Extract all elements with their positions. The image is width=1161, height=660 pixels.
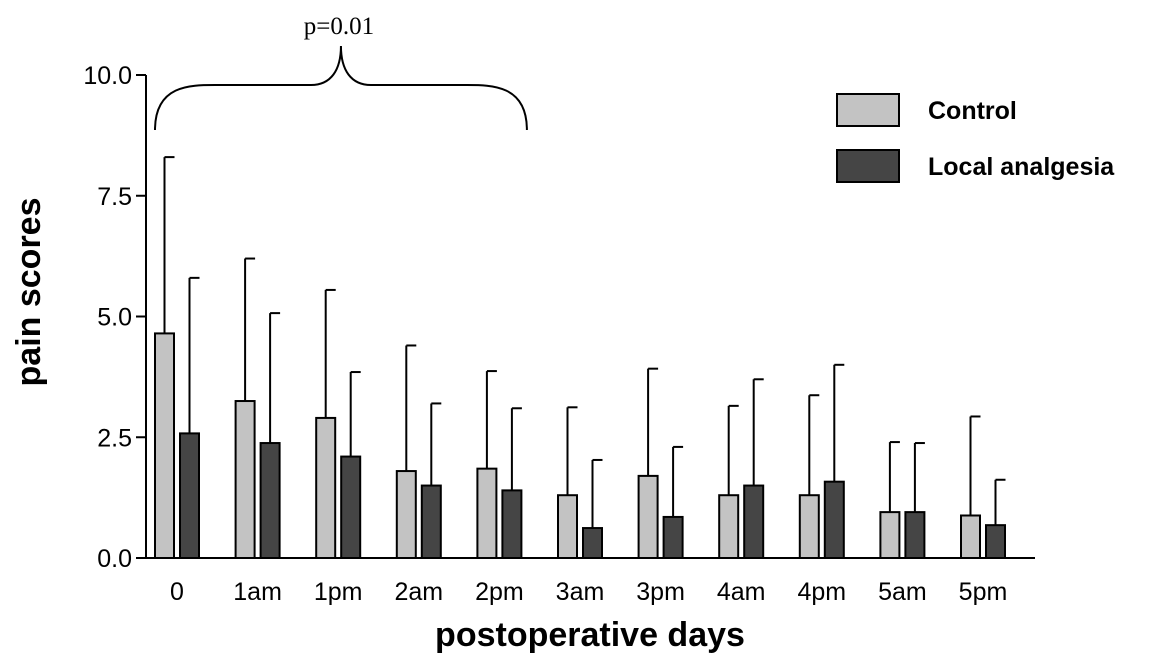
error-bars-layer	[163, 156, 1006, 529]
y-tick-label: 5.0	[97, 304, 132, 332]
bar-local-analgesia-2pm	[501, 489, 523, 560]
bar-control-5pm	[960, 514, 981, 559]
legend-label-local-analgesia: Local analgesia	[928, 153, 1115, 181]
bar-control-2am	[395, 470, 417, 559]
bar-local-analgesia-5pm	[985, 524, 1006, 560]
legend-label-control: Control	[928, 97, 1017, 125]
legend: Control Local analgesia	[836, 93, 1115, 183]
bar-local-analgesia-2am	[420, 484, 442, 559]
bar-control-0	[154, 332, 175, 559]
bar-local-analgesia-3am	[582, 527, 603, 560]
bar-control-4am	[718, 494, 740, 559]
y-ticks-layer: 0.0 2.5 5.0 7.5 10.0	[83, 62, 146, 573]
bar-local-analgesia-1am	[259, 442, 281, 559]
x-tick-label: 5am	[878, 578, 927, 606]
bar-local-analgesia-5am	[904, 511, 926, 559]
bar-local-analgesia-4am	[743, 484, 765, 559]
x-tick-label: 1am	[233, 578, 282, 606]
x-tick-label: 3am	[556, 578, 605, 606]
bar-control-1am	[234, 400, 256, 559]
bar-local-analgesia-4pm	[823, 480, 845, 560]
significance-brace	[154, 45, 528, 131]
x-axis-title: postoperative days	[435, 616, 745, 654]
x-tick-label: 1pm	[314, 578, 363, 606]
bar-control-3pm	[637, 474, 659, 560]
bar-control-2pm	[476, 467, 498, 559]
bar-local-analgesia-0	[179, 432, 200, 559]
x-tick-label: 0	[170, 578, 184, 606]
legend-swatch-local-analgesia	[836, 149, 900, 183]
y-tick-label: 2.5	[97, 424, 132, 452]
x-ticks-layer: 0 1am 1pm 2am 2pm 3am 3pm 4am 4pm 5am 5pm	[170, 578, 1007, 606]
bar-control-5am	[879, 511, 901, 559]
bar-control-1pm	[315, 416, 337, 559]
x-tick-label: 5pm	[959, 578, 1008, 606]
bar-local-analgesia-3pm	[662, 515, 684, 560]
y-tick-label: 0.0	[97, 545, 132, 573]
x-tick-label: 2pm	[475, 578, 524, 606]
x-tick-label: 2am	[394, 578, 443, 606]
bar-control-3am	[557, 494, 578, 559]
y-tick-label: 7.5	[97, 183, 132, 211]
bar-control-4pm	[798, 494, 820, 559]
significance-annotation: p=0.01	[154, 13, 528, 131]
bars-layer	[154, 332, 1006, 560]
bar-local-analgesia-1pm	[340, 455, 362, 560]
x-tick-label: 4pm	[797, 578, 846, 606]
x-tick-label: 3pm	[636, 578, 685, 606]
p-value-label: p=0.01	[304, 13, 374, 40]
x-tick-label: 4am	[717, 578, 766, 606]
y-tick-label: 10.0	[83, 62, 132, 90]
legend-swatch-control	[836, 93, 900, 127]
y-axis-title: pain scores	[10, 198, 48, 387]
